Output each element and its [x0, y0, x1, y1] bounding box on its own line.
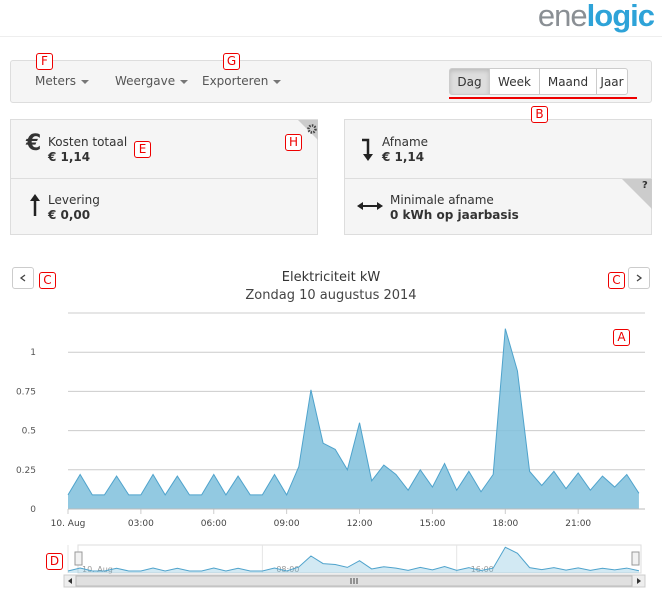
x-tick-label: 15:00	[419, 519, 445, 529]
next-button[interactable]	[628, 267, 650, 289]
scroll-arrow[interactable]	[68, 578, 72, 584]
chevron	[19, 274, 26, 282]
chart-subtitle: Zondag 10 augustus 2014	[245, 288, 417, 303]
menu[interactable]: Weergave	[115, 74, 188, 88]
y-tick-label: 0.75	[16, 387, 36, 397]
annotation: D	[46, 553, 63, 570]
arrow-icon	[377, 202, 383, 210]
divider	[0, 36, 662, 37]
period-button[interactable]: Dag	[449, 68, 490, 95]
x-tick-label: 21:00	[565, 519, 591, 529]
card-value: 0 kWh op jaarbasis	[390, 208, 519, 222]
y-tick-label: 0.25	[16, 466, 36, 476]
annotation: F	[36, 53, 53, 70]
series-line	[67, 328, 640, 496]
period-button[interactable]: Week	[489, 68, 540, 95]
navigator-label: 16:00	[471, 565, 494, 574]
x-tick-label: 10. Aug	[51, 519, 86, 529]
arrow-icon	[362, 138, 370, 156]
chevron	[636, 274, 643, 282]
euro-icon: €	[26, 131, 42, 156]
gear-icon	[307, 124, 317, 134]
annotation: B	[531, 106, 548, 123]
period-button[interactable]: Jaar	[596, 68, 628, 95]
logo-part: ene	[537, 0, 588, 33]
divider	[345, 178, 651, 179]
corner	[622, 179, 652, 209]
annotation: C	[608, 272, 625, 289]
annotation: C	[39, 272, 56, 289]
navigator-handle[interactable]	[631, 551, 640, 566]
annotation: A	[613, 329, 630, 346]
card-label: Minimale afname	[390, 193, 494, 207]
scroll-grip	[350, 578, 358, 584]
prev-button[interactable]	[12, 267, 34, 289]
navigator-handle[interactable]	[74, 551, 83, 566]
card-label: Levering	[48, 193, 100, 207]
x-tick-label: 12:00	[347, 519, 373, 529]
navigator-label: 08:00	[276, 565, 299, 574]
card	[344, 119, 652, 235]
highlight-line	[449, 97, 637, 99]
help-icon[interactable]: ?	[642, 180, 648, 191]
x-tick-label: 18:00	[492, 519, 518, 529]
y-tick-label: 0	[30, 505, 36, 515]
card	[10, 119, 318, 235]
period-button[interactable]: Maand	[539, 68, 597, 95]
chart-title: Elektriciteit kW	[281, 270, 381, 285]
y-tick-label: 0.5	[22, 427, 36, 437]
divider	[11, 178, 317, 179]
navigator-area	[68, 547, 639, 573]
card-icons	[30, 120, 652, 216]
series-area	[68, 328, 639, 509]
menu[interactable]: Exporteren	[202, 74, 281, 88]
logo: enelogic	[537, 0, 655, 34]
arrow-icon	[357, 202, 363, 210]
y-tick-label: 1	[30, 348, 36, 358]
card-label: Kosten totaal	[48, 135, 128, 149]
x-tick-label: 03:00	[128, 519, 154, 529]
arrow-icon	[363, 154, 373, 161]
scroll-arrow[interactable]	[637, 578, 641, 584]
menu[interactable]: Meters	[35, 74, 89, 88]
x-tick-label: 06:00	[201, 519, 227, 529]
annotation: H	[285, 134, 302, 151]
navigator-label: 10. Aug	[82, 565, 113, 574]
x-tick-label: 09:00	[274, 519, 300, 529]
arrow-icon	[30, 194, 40, 201]
card-value: € 1,14	[48, 150, 91, 164]
annotation: G	[223, 53, 240, 70]
annotation: E	[134, 141, 151, 158]
card-value: € 1,14	[382, 150, 425, 164]
navigator-line	[67, 546, 640, 572]
card-value: € 0,00	[48, 208, 91, 222]
card-label: Afname	[382, 135, 429, 149]
logo-part: logic	[586, 0, 655, 33]
